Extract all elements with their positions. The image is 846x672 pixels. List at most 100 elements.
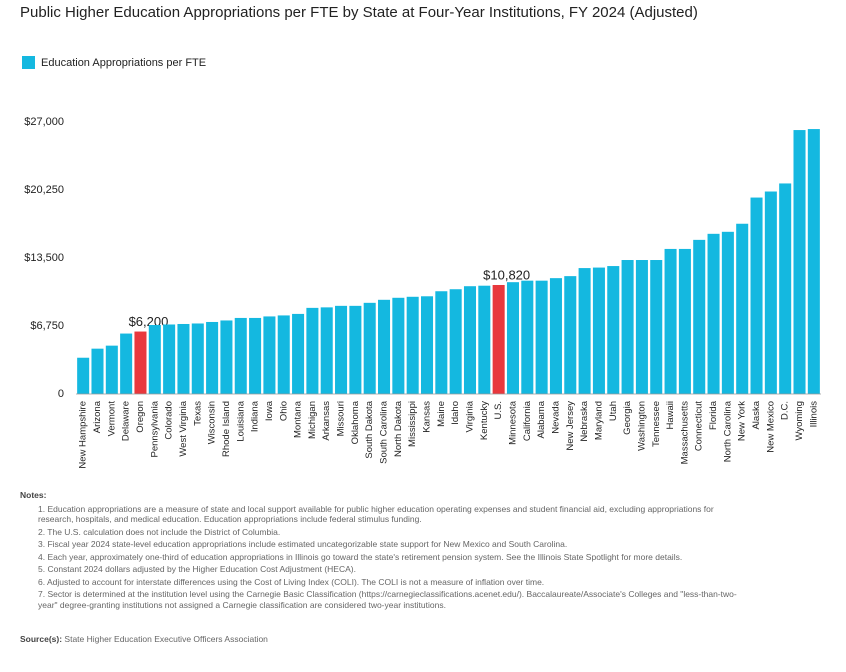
bar <box>478 285 491 394</box>
x-tick-label: South Carolina <box>379 400 390 464</box>
x-tick-label: Alaska <box>751 400 762 429</box>
x-tick-label: Georgia <box>622 400 633 435</box>
bar <box>77 357 90 394</box>
bar <box>105 345 118 394</box>
x-tick-label: West Virginia <box>178 400 189 456</box>
bar <box>392 297 405 394</box>
x-tick-label: New Hampshire <box>78 401 89 469</box>
y-tick-label: $6,750 <box>30 320 64 332</box>
note: 2. The U.S. calculation does not include… <box>38 526 281 537</box>
x-tick-label: Maryland <box>593 401 604 440</box>
bar <box>91 348 104 394</box>
bar <box>592 267 605 394</box>
bar <box>148 324 161 394</box>
x-tick-label: Michigan <box>307 401 318 439</box>
bar <box>134 331 147 394</box>
x-tick-label: Hawaii <box>665 401 676 430</box>
bar <box>435 291 448 394</box>
x-tick-label: Louisiana <box>235 400 246 441</box>
bar <box>335 305 348 394</box>
x-tick-label: Nevada <box>550 400 561 433</box>
bar <box>535 280 548 394</box>
bar <box>678 248 691 394</box>
x-tick-label: Rhode Island <box>221 401 232 457</box>
x-tick-label: Tennessee <box>651 401 662 447</box>
legend-label: Education Appropriations per FTE <box>41 57 206 69</box>
x-tick-label: Kentucky <box>479 401 490 440</box>
bar <box>206 321 219 394</box>
x-tick-label: Mississippi <box>407 401 418 447</box>
bar <box>506 282 519 394</box>
x-tick-label: Florida <box>708 400 719 430</box>
note: 7. Sector is determined at the instituti… <box>38 589 737 610</box>
x-tick-label: Maine <box>436 401 447 427</box>
x-tick-label: Vermont <box>106 401 117 437</box>
bar <box>793 130 806 394</box>
bar <box>635 260 648 394</box>
x-tick-label: New Mexico <box>765 401 776 453</box>
x-tick-label: U.S. <box>493 401 504 419</box>
bar <box>420 296 434 394</box>
bar <box>220 320 233 394</box>
notes-heading: Notes: <box>20 490 47 500</box>
bar <box>564 276 577 394</box>
bar <box>779 183 792 394</box>
x-tick-label: Washington <box>636 401 647 451</box>
bar <box>191 323 204 394</box>
bar <box>277 315 290 394</box>
y-tick-label: $27,000 <box>24 116 64 128</box>
value-label: $6,200 <box>129 314 169 329</box>
bar <box>292 313 305 394</box>
x-tick-label: Virginia <box>465 400 476 432</box>
x-tick-label: New York <box>737 401 748 441</box>
x-tick-label: Oregon <box>135 401 146 433</box>
x-tick-label: South Dakota <box>364 400 375 458</box>
x-tick-label: Oklahoma <box>350 400 361 444</box>
bar <box>363 302 376 394</box>
note: 6. Adjusted to account for interstate di… <box>38 576 545 587</box>
x-tick-label: Colorado <box>164 401 175 440</box>
bar <box>621 260 634 394</box>
x-tick-label: Missouri <box>336 401 347 436</box>
chart: Public Higher Education Appropriations p… <box>20 4 821 469</box>
source-text: State Higher Education Executive Officer… <box>64 634 268 644</box>
bar <box>607 266 620 394</box>
bar <box>764 191 777 394</box>
x-tick-label: Delaware <box>121 401 132 441</box>
bar <box>750 197 763 394</box>
x-tick-label: Alabama <box>536 400 547 438</box>
bar <box>549 278 562 394</box>
bar <box>177 323 190 394</box>
bar <box>163 324 176 394</box>
x-tick-label: Utah <box>608 401 619 421</box>
x-tick-label: North Dakota <box>393 400 404 457</box>
x-tick-label: Pennsylvania <box>149 400 160 457</box>
note: 1. Education appropriations are a measur… <box>38 503 714 525</box>
bar <box>521 280 534 394</box>
x-tick-label: Texas <box>192 401 203 426</box>
x-tick-label: North Carolina <box>722 400 733 462</box>
bar <box>807 129 820 394</box>
bar <box>578 268 591 394</box>
legend: Education Appropriations per FTE <box>22 56 206 69</box>
bar <box>249 317 262 394</box>
x-tick-label: Illinois <box>808 401 819 428</box>
note: 4. Each year, approximately one-third of… <box>38 551 683 562</box>
x-tick-label: Ohio <box>278 401 289 421</box>
bar <box>664 248 677 394</box>
bar <box>406 296 419 394</box>
x-tick-label: Indiana <box>250 400 261 432</box>
bar <box>378 299 391 394</box>
bar <box>707 233 720 394</box>
x-tick-label: California <box>522 400 533 441</box>
x-tick-label: Iowa <box>264 400 275 421</box>
bar <box>320 307 333 394</box>
bar <box>721 231 734 394</box>
value-label: $10,820 <box>483 267 530 282</box>
notes: Notes: 1. Education appropriations are a… <box>20 490 750 612</box>
source: Source(s): State Higher Education Execut… <box>20 634 268 644</box>
x-tick-label: Montana <box>293 400 304 438</box>
x-tick-label: Minnesota <box>507 400 518 445</box>
bar <box>449 289 462 394</box>
